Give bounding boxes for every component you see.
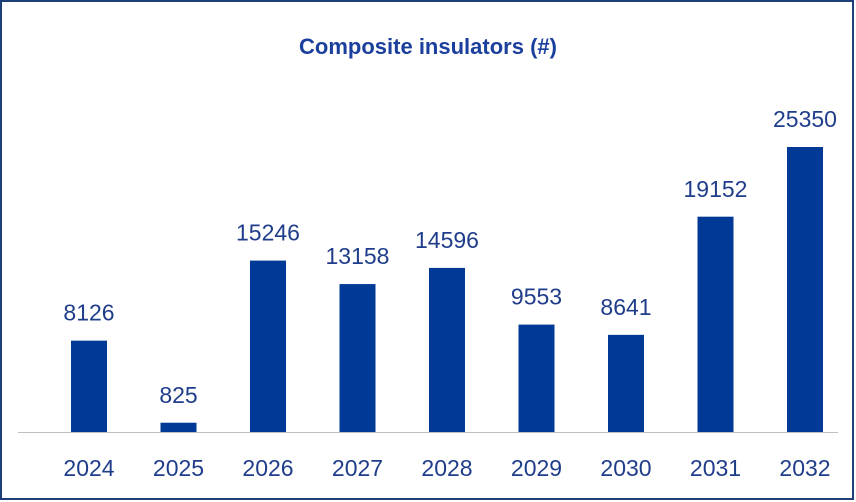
- data-label: 13158: [326, 243, 390, 269]
- data-label: 9553: [511, 284, 562, 310]
- data-label: 8641: [600, 294, 651, 320]
- bar: [71, 340, 107, 432]
- x-tick-label: 2032: [779, 455, 830, 481]
- data-label: 15246: [236, 220, 300, 246]
- x-tick-label: 2029: [511, 455, 562, 481]
- x-tick-label: 2028: [421, 455, 472, 481]
- bar: [697, 216, 734, 432]
- data-label: 825: [159, 382, 197, 408]
- x-tick-label: 2027: [332, 455, 383, 481]
- data-label: 8126: [63, 300, 114, 326]
- chart-title: Composite insulators (#): [299, 34, 557, 59]
- bar: [787, 147, 823, 432]
- x-tick-label: 2025: [153, 455, 204, 481]
- data-label: 25350: [773, 106, 837, 132]
- bar: [339, 284, 376, 432]
- x-tick-label: 2030: [600, 455, 651, 481]
- bar: [250, 260, 286, 432]
- bar: [429, 267, 465, 432]
- bar: [608, 334, 644, 432]
- bar: [518, 324, 555, 432]
- data-label: 19152: [684, 176, 748, 202]
- data-label: 14596: [415, 227, 479, 253]
- x-tick-label: 2031: [690, 455, 741, 481]
- x-tick-label: 2024: [63, 455, 114, 481]
- bar: [160, 422, 197, 432]
- x-tick-label: 2026: [242, 455, 293, 481]
